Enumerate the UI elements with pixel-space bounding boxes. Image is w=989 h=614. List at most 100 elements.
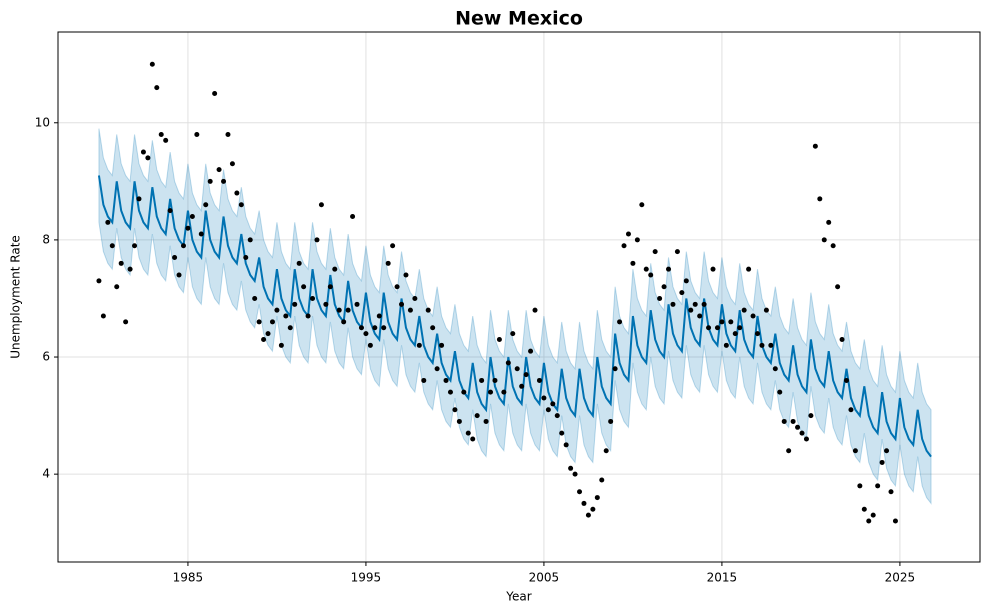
observed-point (710, 266, 716, 272)
y-axis-label: Unemployment Rate (9, 235, 23, 359)
observed-point (123, 319, 129, 325)
observed-point (483, 418, 489, 424)
observed-point (697, 313, 703, 319)
observed-point (643, 266, 649, 272)
observed-point (803, 436, 809, 442)
observed-point (772, 366, 778, 372)
observed-point (292, 301, 298, 307)
observed-point (666, 266, 672, 272)
observed-point (207, 178, 213, 184)
observed-point (127, 266, 133, 272)
observed-point (350, 213, 356, 219)
observed-point (884, 448, 890, 454)
observed-point (390, 243, 396, 249)
observed-point (830, 243, 836, 249)
observed-point (256, 319, 262, 325)
observed-point (452, 407, 458, 413)
observed-point (229, 161, 235, 167)
observed-point (488, 389, 494, 395)
observed-point (501, 389, 507, 395)
observed-point (118, 260, 124, 266)
observed-point (225, 131, 231, 137)
observed-point (790, 418, 796, 424)
observed-point (430, 325, 436, 331)
observed-point (381, 325, 387, 331)
observed-point (247, 237, 253, 243)
observed-point (470, 436, 476, 442)
observed-point (296, 260, 302, 266)
observed-point (269, 319, 275, 325)
y-tick-label: 10 (35, 115, 50, 129)
observed-point (835, 284, 841, 290)
observed-point (318, 202, 324, 208)
observed-point (510, 331, 516, 337)
observed-point (367, 342, 373, 348)
y-tick-label: 4 (42, 467, 50, 481)
observed-point (821, 237, 827, 243)
observed-point (852, 448, 858, 454)
observed-point (492, 377, 498, 383)
observed-point (96, 278, 102, 284)
observed-point (732, 331, 738, 337)
observed-point (844, 377, 850, 383)
y-tick-label: 6 (42, 350, 50, 364)
observed-point (403, 272, 409, 278)
y-tick-label: 8 (42, 232, 50, 246)
observed-point (394, 284, 400, 290)
observed-point (439, 342, 445, 348)
observed-point (861, 506, 867, 512)
observed-point (559, 430, 565, 436)
observed-point (612, 366, 618, 372)
observed-point (755, 331, 761, 337)
observed-point (278, 342, 284, 348)
observed-point (496, 336, 502, 342)
observed-point (243, 254, 249, 260)
observed-point (750, 313, 756, 319)
observed-point (140, 149, 146, 155)
observed-point (287, 325, 293, 331)
observed-point (163, 137, 169, 143)
observed-point (145, 155, 151, 161)
observed-point (577, 489, 583, 495)
observed-point (412, 295, 418, 301)
observed-point (514, 366, 520, 372)
observed-point (657, 295, 663, 301)
observed-point (541, 395, 547, 401)
observed-point (132, 243, 138, 249)
observed-point (728, 319, 734, 325)
observed-point (812, 143, 818, 149)
observed-point (608, 418, 614, 424)
observed-point (136, 196, 142, 202)
observed-point (158, 131, 164, 137)
plot-frame (57, 31, 981, 563)
observed-point (763, 307, 769, 313)
observed-point (594, 495, 600, 501)
observed-point (888, 489, 894, 495)
observed-point (345, 307, 351, 313)
observed-point (795, 424, 801, 430)
observed-point (768, 342, 774, 348)
x-tick-label: 2015 (707, 571, 738, 585)
uncertainty-band (98, 128, 932, 505)
observed-point (421, 377, 427, 383)
observed-point (154, 85, 160, 91)
observed-point (568, 465, 574, 471)
observed-point (354, 301, 360, 307)
observed-point (519, 383, 525, 389)
observed-point (532, 307, 538, 313)
observed-point (892, 518, 898, 524)
observed-point (265, 331, 271, 337)
observed-point (327, 284, 333, 290)
observed-point (679, 290, 685, 296)
observed-point (799, 430, 805, 436)
observed-point (261, 336, 267, 342)
observed-point (866, 518, 872, 524)
observed-point (358, 325, 364, 331)
observed-point (238, 202, 244, 208)
observed-point (363, 331, 369, 337)
observed-point (416, 342, 422, 348)
observed-point (465, 430, 471, 436)
observed-point (528, 348, 534, 354)
observed-point (674, 249, 680, 255)
